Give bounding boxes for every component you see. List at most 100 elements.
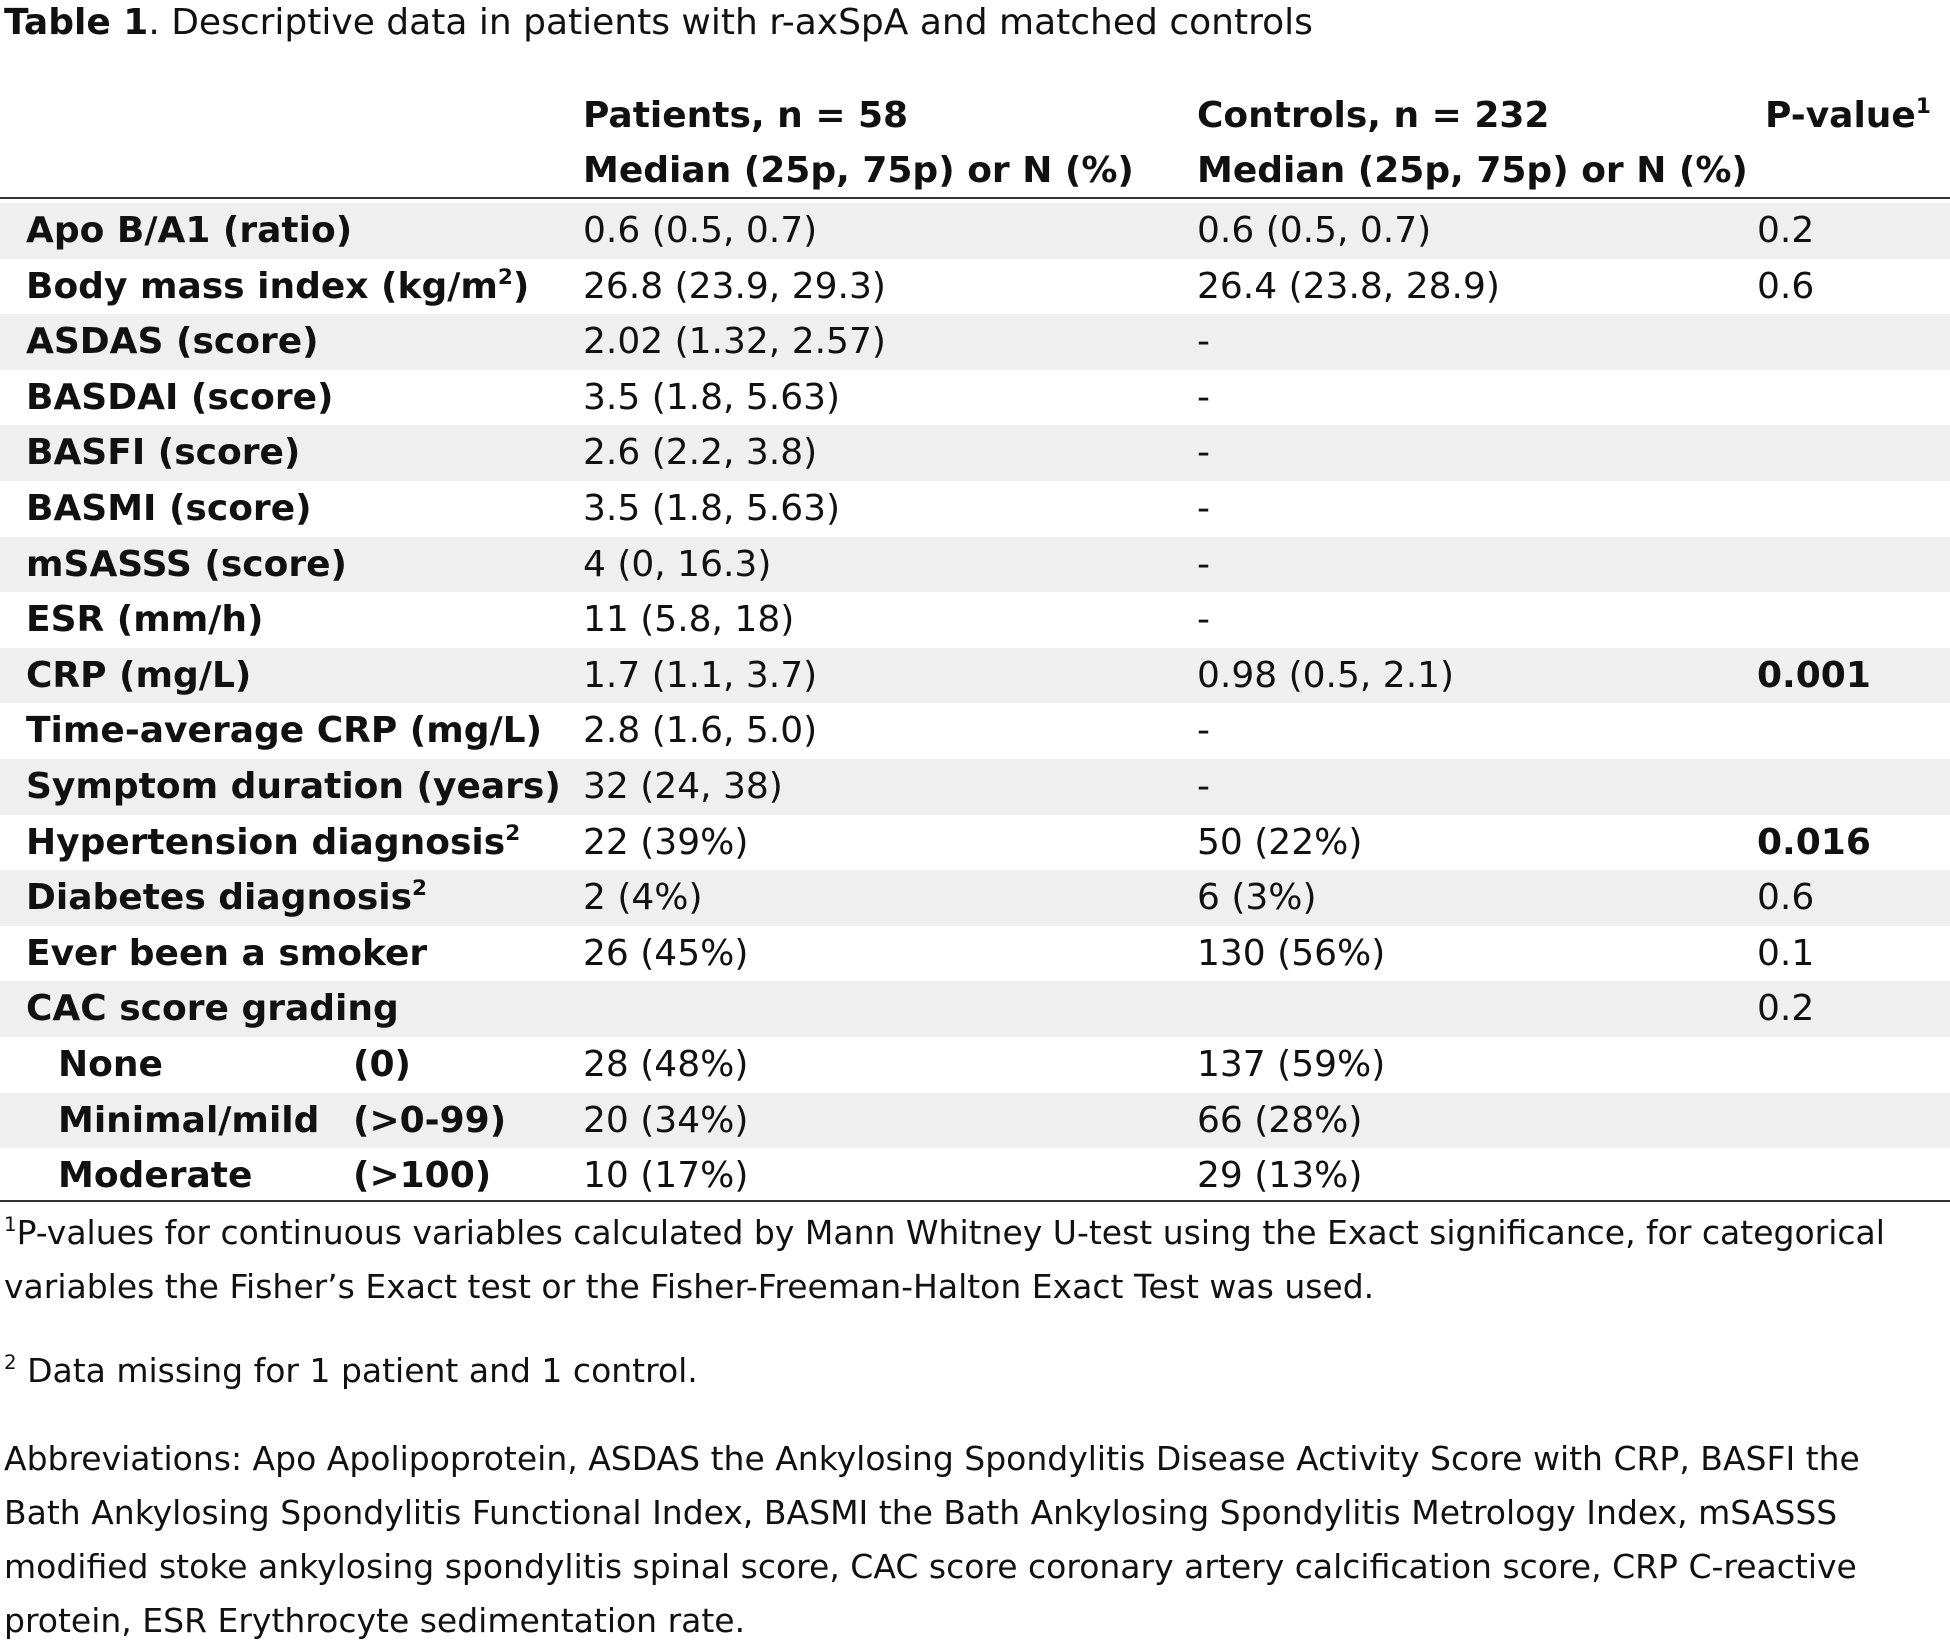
row-range: (>0-99) bbox=[353, 1099, 507, 1141]
cell-patients: 11 (5.8, 18) bbox=[583, 599, 795, 641]
cell-patients: 1.7 (1.1, 3.7) bbox=[583, 654, 818, 696]
table-row: ASDAS (score) 2.02 (1.32, 2.57) - bbox=[0, 314, 1950, 370]
cell-patients: 4 (0, 16.3) bbox=[583, 543, 772, 585]
abbreviations-note: Abbreviations: Apo Apolipoprotein, ASDAS… bbox=[4, 1439, 1860, 1640]
cell-controls: 6 (3%) bbox=[1197, 877, 1317, 919]
cell-pvalue: 0.2 bbox=[1757, 988, 1815, 1030]
row-label: Time-average CRP (mg/L) bbox=[26, 703, 542, 759]
row-label: CRP (mg/L) bbox=[26, 648, 251, 704]
table-row: Body mass index (kg/m2) 26.8 (23.9, 29.3)… bbox=[0, 259, 1950, 315]
row-label-text: Body mass index (kg/m bbox=[26, 265, 498, 307]
cell-patients: 3.5 (1.8, 5.63) bbox=[583, 488, 841, 529]
cell-patients: 32 (24, 38) bbox=[583, 766, 783, 807]
row-label: Body mass index (kg/m2) bbox=[26, 259, 529, 315]
cell-patients: 2.6 (2.2, 3.8) bbox=[583, 432, 818, 474]
header-patients-line2: Median (25p, 75p) or N (%) bbox=[583, 150, 1134, 191]
table-row: BASFI (score) 2.6 (2.2, 3.8) - bbox=[0, 425, 1950, 481]
row-label-text: Time-average CRP (mg/L) bbox=[26, 710, 543, 752]
table-row: CRP (mg/L) 1.7 (1.1, 3.7) 0.98 (0.5, 2.1) 0… bbox=[0, 647, 1950, 704]
row-label: Minimal/mild bbox=[58, 1093, 319, 1149]
header-controls-line1: Controls, n = 232 bbox=[1197, 95, 1550, 136]
row-label-text: Moderate bbox=[58, 1155, 253, 1197]
cell-controls: - bbox=[1197, 710, 1210, 752]
table-row: BASMI (score) 3.5 (1.8, 5.63) - bbox=[0, 481, 1950, 537]
cell-controls: 0.98 (0.5, 2.1) bbox=[1197, 654, 1455, 696]
cell-controls: - bbox=[1197, 376, 1210, 418]
table-row: Symptom duration (years) 32 (24, 38) - bbox=[0, 759, 1950, 815]
row-label-text: Diabetes diagnosis bbox=[26, 877, 413, 919]
row-label-superscript: 2 bbox=[497, 264, 513, 290]
row-label-text: Symptom duration (years) bbox=[26, 766, 561, 807]
row-label-text: CAC score grading bbox=[26, 988, 399, 1030]
cell-patients: 28 (48%) bbox=[583, 1044, 749, 1085]
row-label-text: Hypertension diagnosis bbox=[26, 821, 506, 863]
table-row: BASDAI (score) 3.5 (1.8, 5.63) - bbox=[0, 370, 1950, 426]
row-label: Hypertension diagnosis2 bbox=[26, 815, 520, 871]
cell-pvalue: 0.2 bbox=[1757, 210, 1815, 251]
row-range: (0) bbox=[353, 1044, 411, 1085]
caption-label: Table 1 bbox=[4, 2, 149, 43]
cell-patients: 10 (17%) bbox=[583, 1155, 749, 1197]
cell-patients: 22 (39%) bbox=[583, 821, 749, 863]
cell-controls: 137 (59%) bbox=[1197, 1044, 1386, 1085]
row-label-superscript: 2 bbox=[505, 820, 521, 846]
row-label-text: BASMI (score) bbox=[26, 488, 312, 529]
cell-patients: 3.5 (1.8, 5.63) bbox=[583, 376, 841, 418]
footnote-1: 1P-values for continuous variables calcu… bbox=[4, 1206, 1944, 1314]
cell-pvalue: 0.001 bbox=[1757, 654, 1871, 696]
table-row: Hypertension diagnosis2 22 (39%) 50 (22%) 0… bbox=[0, 815, 1950, 871]
header-patients: Patients, n = 58 Median (25p, 75p) or N … bbox=[583, 88, 1134, 198]
row-range: (>100) bbox=[353, 1155, 492, 1197]
row-label: Symptom duration (years) bbox=[26, 759, 561, 815]
table-row: Diabetes diagnosis2 2 (4%) 6 (3%) 0.6 bbox=[0, 870, 1950, 926]
cell-controls: 130 (56%) bbox=[1197, 932, 1386, 974]
row-label-text: Apo B/A1 (ratio) bbox=[26, 210, 353, 251]
cell-pvalue: 0.1 bbox=[1757, 932, 1815, 974]
header-pvalue: P-value1 bbox=[1765, 88, 1931, 143]
cell-controls: 66 (28%) bbox=[1197, 1099, 1363, 1141]
cell-controls: - bbox=[1197, 766, 1210, 807]
cell-controls: - bbox=[1197, 543, 1210, 585]
header-controls: Controls, n = 232 Median (25p, 75p) or N… bbox=[1197, 88, 1748, 198]
row-label-superscript: 2 bbox=[412, 876, 428, 902]
table-row: Ever been a smoker 26 (45%) 130 (56%) 0.1 bbox=[0, 926, 1950, 982]
row-label: Ever been a smoker bbox=[26, 926, 427, 982]
header-rule bbox=[0, 197, 1950, 199]
row-label-text: ESR (mm/h) bbox=[26, 599, 264, 641]
cell-controls: - bbox=[1197, 599, 1210, 641]
cell-pvalue: 0.6 bbox=[1757, 877, 1815, 919]
footnote-2-text: Data missing for 1 patient and 1 control… bbox=[16, 1351, 698, 1390]
table-row: ESR (mm/h) 11 (5.8, 18) - bbox=[0, 592, 1950, 648]
cell-controls: 29 (13%) bbox=[1197, 1155, 1363, 1197]
header-pvalue-sup: 1 bbox=[1915, 93, 1931, 119]
row-label-text: BASDAI (score) bbox=[26, 376, 334, 418]
table-row: Moderate (>100) 10 (17%) 29 (13%) bbox=[0, 1148, 1950, 1204]
row-label-text: CRP (mg/L) bbox=[26, 654, 252, 696]
bottom-rule bbox=[0, 1200, 1950, 1202]
table-row: Minimal/mild (>0-99) 20 (34%) 66 (28%) bbox=[0, 1092, 1950, 1149]
cell-patients: 20 (34%) bbox=[583, 1099, 749, 1141]
cell-controls: 50 (22%) bbox=[1197, 821, 1363, 863]
caption-text: . Descriptive data in patients with r-ax… bbox=[148, 2, 1313, 43]
table-row: Time-average CRP (mg/L) 2.8 (1.6, 5.0) - bbox=[0, 703, 1950, 759]
row-label: BASMI (score) bbox=[26, 481, 312, 537]
row-label-text: ASDAS (score) bbox=[26, 321, 319, 363]
header-controls-line2: Median (25p, 75p) or N (%) bbox=[1197, 150, 1748, 191]
footnote-1-text: P-values for continuous variables calcul… bbox=[4, 1213, 1885, 1306]
row-label-text: BASFI (score) bbox=[26, 432, 301, 474]
cell-pvalue: 0.6 bbox=[1757, 265, 1815, 307]
row-label-text: Ever been a smoker bbox=[26, 932, 428, 974]
footnote-2: 2 Data missing for 1 patient and 1 contr… bbox=[4, 1344, 1944, 1398]
row-label: ESR (mm/h) bbox=[26, 592, 263, 648]
cell-patients: 26 (45%) bbox=[583, 932, 749, 974]
table-row: CAC score grading 0.2 bbox=[0, 981, 1950, 1037]
footnote-2-marker: 2 bbox=[4, 1351, 17, 1375]
row-label: BASDAI (score) bbox=[26, 370, 333, 426]
row-label: mSASSS (score) bbox=[26, 537, 347, 593]
row-label-text: None bbox=[58, 1044, 163, 1085]
row-label: Moderate bbox=[58, 1148, 252, 1204]
table-row: Apo B/A1 (ratio) 0.6 (0.5, 0.7) 0.6 (0.5, … bbox=[0, 203, 1950, 259]
row-label: Apo B/A1 (ratio) bbox=[26, 203, 352, 259]
table-row: None (0) 28 (48%) 137 (59%) bbox=[0, 1037, 1950, 1093]
